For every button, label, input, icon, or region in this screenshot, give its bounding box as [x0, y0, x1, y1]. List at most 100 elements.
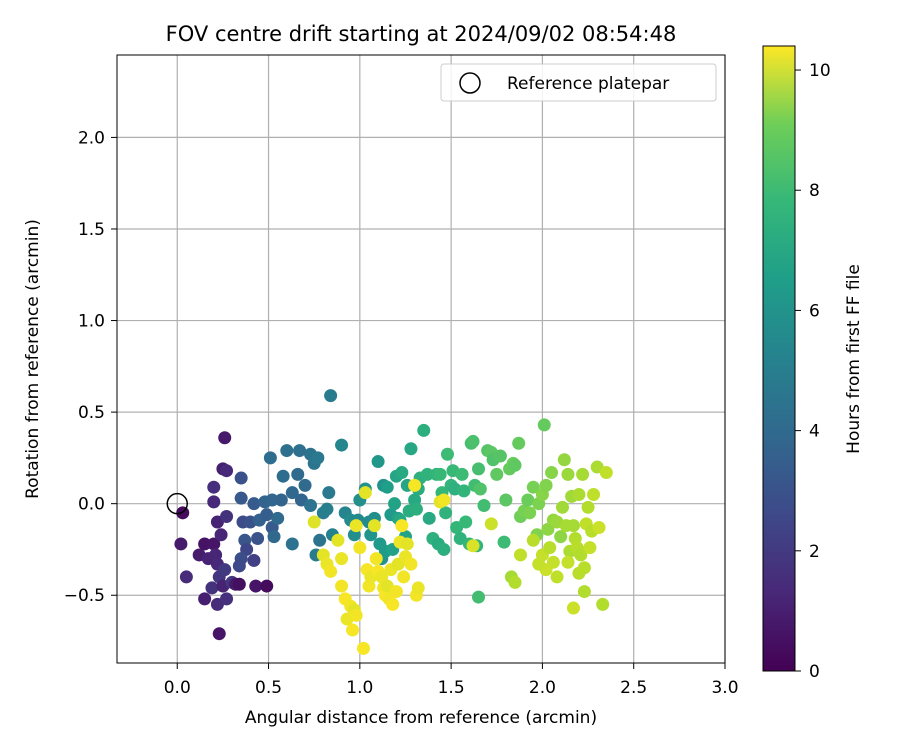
legend: Reference platepar: [440, 63, 717, 102]
data-point: [437, 493, 451, 507]
data-point: [331, 533, 345, 547]
data-point: [532, 557, 546, 571]
data-point: [459, 515, 473, 529]
data-point: [592, 520, 606, 534]
data-point: [311, 451, 325, 465]
data-point: [380, 480, 394, 494]
x-tick-label: 0.5: [255, 678, 282, 698]
data-point: [587, 488, 601, 502]
data-point: [247, 553, 261, 567]
data-point: [285, 486, 299, 500]
data-point: [260, 579, 274, 593]
data-point: [433, 467, 447, 481]
data-point: [556, 500, 570, 514]
data-point: [477, 499, 491, 513]
data-point: [218, 431, 232, 445]
data-point: [484, 517, 498, 531]
data-point: [234, 471, 248, 485]
x-tick-label: 3.0: [711, 678, 738, 698]
data-point: [566, 519, 580, 533]
data-point: [581, 500, 595, 514]
data-point: [214, 528, 228, 542]
data-point: [572, 566, 586, 580]
plot-frame: [116, 54, 726, 664]
colorbar: 0 2 4 6 8 10 Hours from first FF file: [762, 45, 864, 682]
data-point: [349, 608, 363, 622]
y-tick-label: −0.5: [64, 586, 105, 606]
data-point: [557, 453, 571, 467]
data-point: [251, 531, 265, 545]
data-point: [285, 537, 299, 551]
data-point: [599, 466, 613, 480]
data-point: [313, 533, 327, 547]
data-point: [349, 519, 363, 533]
data-point: [324, 389, 338, 403]
data-point: [577, 585, 591, 599]
data-point: [260, 508, 274, 522]
data-point: [561, 555, 575, 569]
colorbar-tick-label: 6: [809, 301, 820, 321]
data-point: [543, 541, 557, 555]
data-point: [324, 564, 338, 578]
data-point: [472, 462, 486, 476]
data-point: [539, 478, 553, 492]
data-point: [466, 434, 480, 448]
reference-marker: [166, 492, 189, 515]
data-point: [322, 486, 336, 500]
colorbar-tick-label: 4: [809, 422, 820, 442]
colorbar-tick-label: 2: [809, 542, 820, 562]
data-point: [490, 467, 504, 481]
data-point: [537, 418, 551, 432]
data-point: [550, 570, 564, 584]
legend-box: [440, 63, 717, 102]
data-point: [417, 423, 431, 437]
data-point: [247, 497, 261, 511]
colorbar-label: Hours from first FF file: [844, 264, 864, 454]
data-point: [371, 455, 385, 469]
data-point: [497, 535, 511, 549]
data-point: [249, 579, 263, 593]
data-point: [220, 509, 234, 523]
grid-lines: [117, 55, 726, 663]
data-point: [466, 539, 480, 553]
data-point: [439, 506, 453, 520]
data-point: [353, 541, 367, 555]
data-point: [422, 511, 436, 525]
data-point: [473, 482, 487, 496]
y-tick-label: 0.5: [78, 403, 105, 423]
data-point: [207, 480, 221, 494]
y-axis-ticks: −0.5 0.0 0.5 1.0 1.5 2.0: [64, 128, 117, 606]
data-point: [298, 478, 312, 492]
legend-label: Reference platepar: [507, 74, 669, 94]
data-point: [514, 548, 528, 562]
data-point: [220, 464, 234, 478]
data-point: [440, 447, 454, 461]
x-tick-label: 2.0: [529, 678, 556, 698]
data-point: [523, 506, 537, 520]
x-tick-label: 1.5: [438, 678, 465, 698]
data-point: [521, 493, 535, 507]
data-point: [404, 557, 418, 571]
data-point: [566, 601, 580, 615]
data-point: [174, 537, 188, 551]
data-point: [395, 519, 409, 533]
data-point: [291, 467, 305, 481]
data-point: [400, 537, 414, 551]
data-point: [304, 499, 318, 513]
data-point: [546, 555, 560, 569]
colorbar-ticks: 0 2 4 6 8 10: [795, 61, 831, 682]
data-point: [293, 444, 307, 458]
data-point: [526, 533, 540, 547]
x-axis-ticks: 0.0 0.5 1.0 1.5 2.0 2.5 3.0: [164, 663, 739, 698]
data-point: [574, 548, 588, 562]
data-point: [335, 579, 349, 593]
data-point: [404, 442, 418, 456]
data-point: [220, 592, 234, 606]
data-point: [232, 577, 246, 591]
colorbar-tick-label: 0: [809, 662, 820, 682]
data-point: [596, 597, 610, 611]
data-point: [207, 537, 221, 551]
data-point: [320, 502, 334, 516]
data-point: [409, 502, 423, 516]
